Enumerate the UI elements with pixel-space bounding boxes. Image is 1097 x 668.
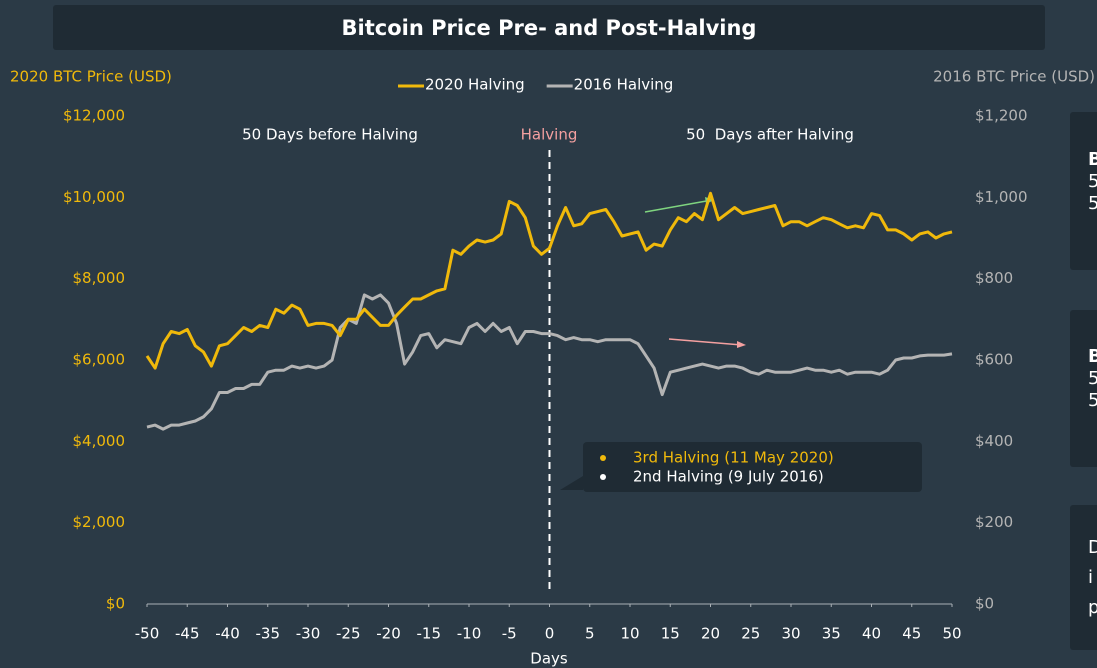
y2-tick-label: $1,000 [975,188,1028,206]
tooltip-dot [600,455,606,461]
y2-axis-label: 2016 BTC Price (USD) [933,68,1095,86]
tooltip-pointer [560,476,583,490]
side-panel-text: 5 [1088,193,1097,214]
x-tick-label: 15 [661,625,680,643]
y-tick-label: $4,000 [73,432,126,450]
chart-title: Bitcoin Price Pre- and Post-Halving [342,16,757,40]
side-panel [1070,310,1097,467]
x-tick-label: 30 [781,625,800,643]
tooltip-box [583,442,922,492]
side-panel [1070,505,1097,650]
annotation: Halving [521,126,578,144]
x-tick-label: 45 [902,625,921,643]
y2-tick-label: $0 [975,595,994,613]
y2-tick-label: $800 [975,269,1013,287]
x-tick-label: -5 [502,625,517,643]
series-line [146,293,953,431]
side-panel-text: 5 [1088,368,1097,389]
x-tick-label: -25 [336,625,361,643]
trend-arrow [668,338,743,346]
side-panel-text: B [1088,149,1097,170]
x-tick-label: 50 [942,625,961,643]
x-tick-label: -15 [417,625,442,643]
side-panel-text: D [1088,537,1097,558]
plot-area: $0 $2,000 $4,000 $6,000 $8,000 $10,000 $12,000… [63,107,1028,643]
y-tick-label: $10,000 [63,188,125,206]
y-axis-label: 2020 BTC Price (USD) [10,68,172,86]
x-tick-label: 35 [822,625,841,643]
title-bar [53,5,1045,50]
x-tick-label: -45 [175,625,200,643]
y-tick-label: $0 [106,595,125,613]
arrow-head [737,341,746,348]
legend-label: 2020 Halving [425,76,525,94]
x-tick-label: -35 [256,625,281,643]
x-tick-label: -10 [457,625,482,643]
tooltip-dot [600,474,606,480]
side-panel-text: B [1088,346,1097,367]
x-tick-label: -30 [296,625,321,643]
x-tick-label: 5 [585,625,595,643]
tooltip-text: 2nd Halving (9 July 2016) [633,468,824,486]
series-line [145,191,953,370]
y2-tick-label: $200 [975,513,1013,531]
y-tick-label: $6,000 [73,351,126,369]
side-panel-text: p [1088,597,1097,618]
side-panel-text: 5 [1088,390,1097,411]
x-tick-label: -40 [215,625,240,643]
x-tick-label: 25 [741,625,760,643]
x-tick-label: 20 [701,625,720,643]
tooltip-text: 3rd Halving (11 May 2020) [633,449,834,467]
y-tick-label: $12,000 [63,107,125,125]
y-tick-label: $8,000 [73,269,126,287]
y2-tick-label: $600 [975,351,1013,369]
trend-arrow [644,199,713,213]
y2-tick-label: $400 [975,432,1013,450]
x-tick-label: 0 [545,625,555,643]
x-tick-label: -50 [135,625,160,643]
x-tick-label: 40 [862,625,881,643]
side-panel [1070,112,1097,270]
side-panel-text: 5 [1088,171,1097,192]
y2-tick-label: $1,200 [975,107,1028,125]
y-tick-label: $2,000 [73,513,126,531]
annotation: 50 Days after Halving [686,126,854,144]
x-axis-label: Days [530,650,568,668]
x-tick-label: -20 [376,625,401,643]
annotation: 50 Days before Halving [242,126,418,144]
legend-label: 2016 Halving [574,76,674,94]
side-panel-text: i [1088,567,1093,588]
x-tick-label: 10 [620,625,639,643]
